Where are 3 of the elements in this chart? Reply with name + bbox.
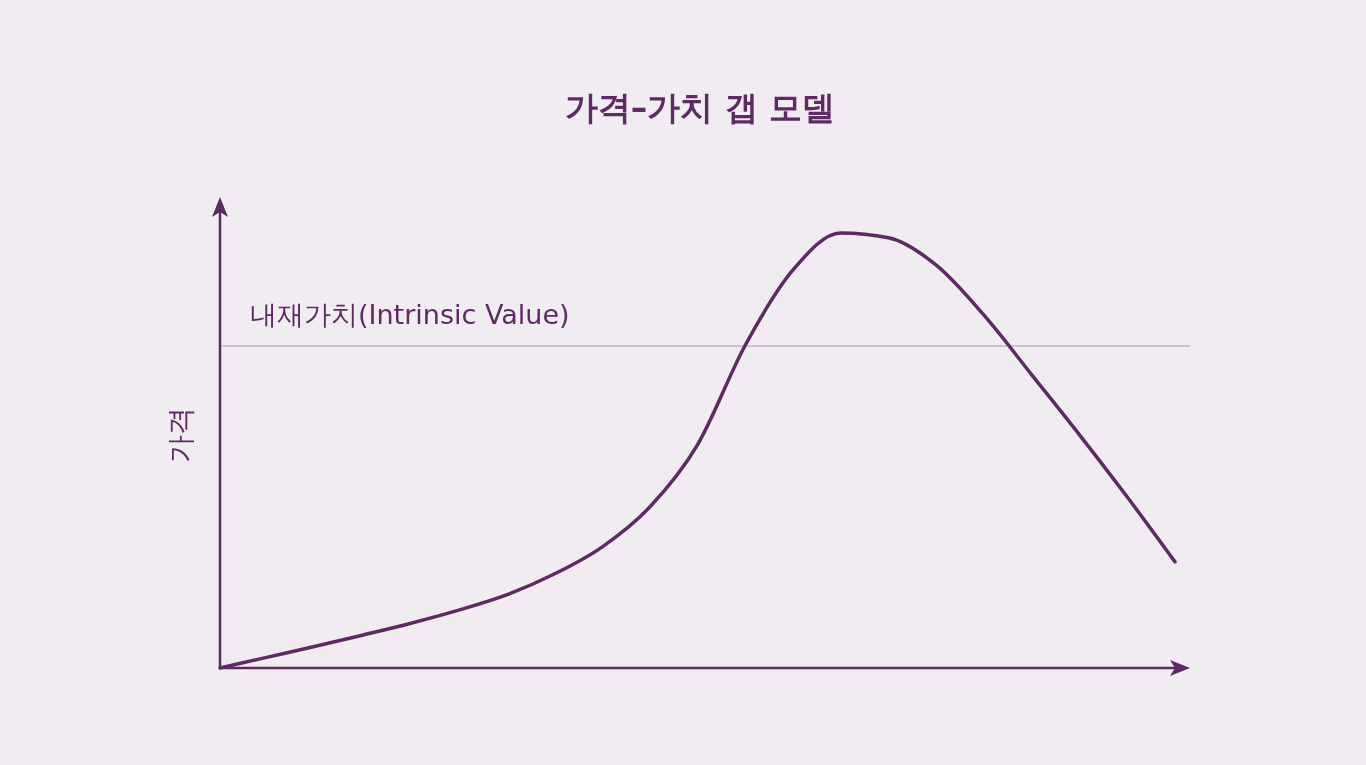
ref-line-label: 내재가치(Intrinsic Value) [250,299,570,331]
y-axis-title: 가격 [164,407,197,463]
chart-title: 가격–가치 갭 모델 [564,88,836,127]
